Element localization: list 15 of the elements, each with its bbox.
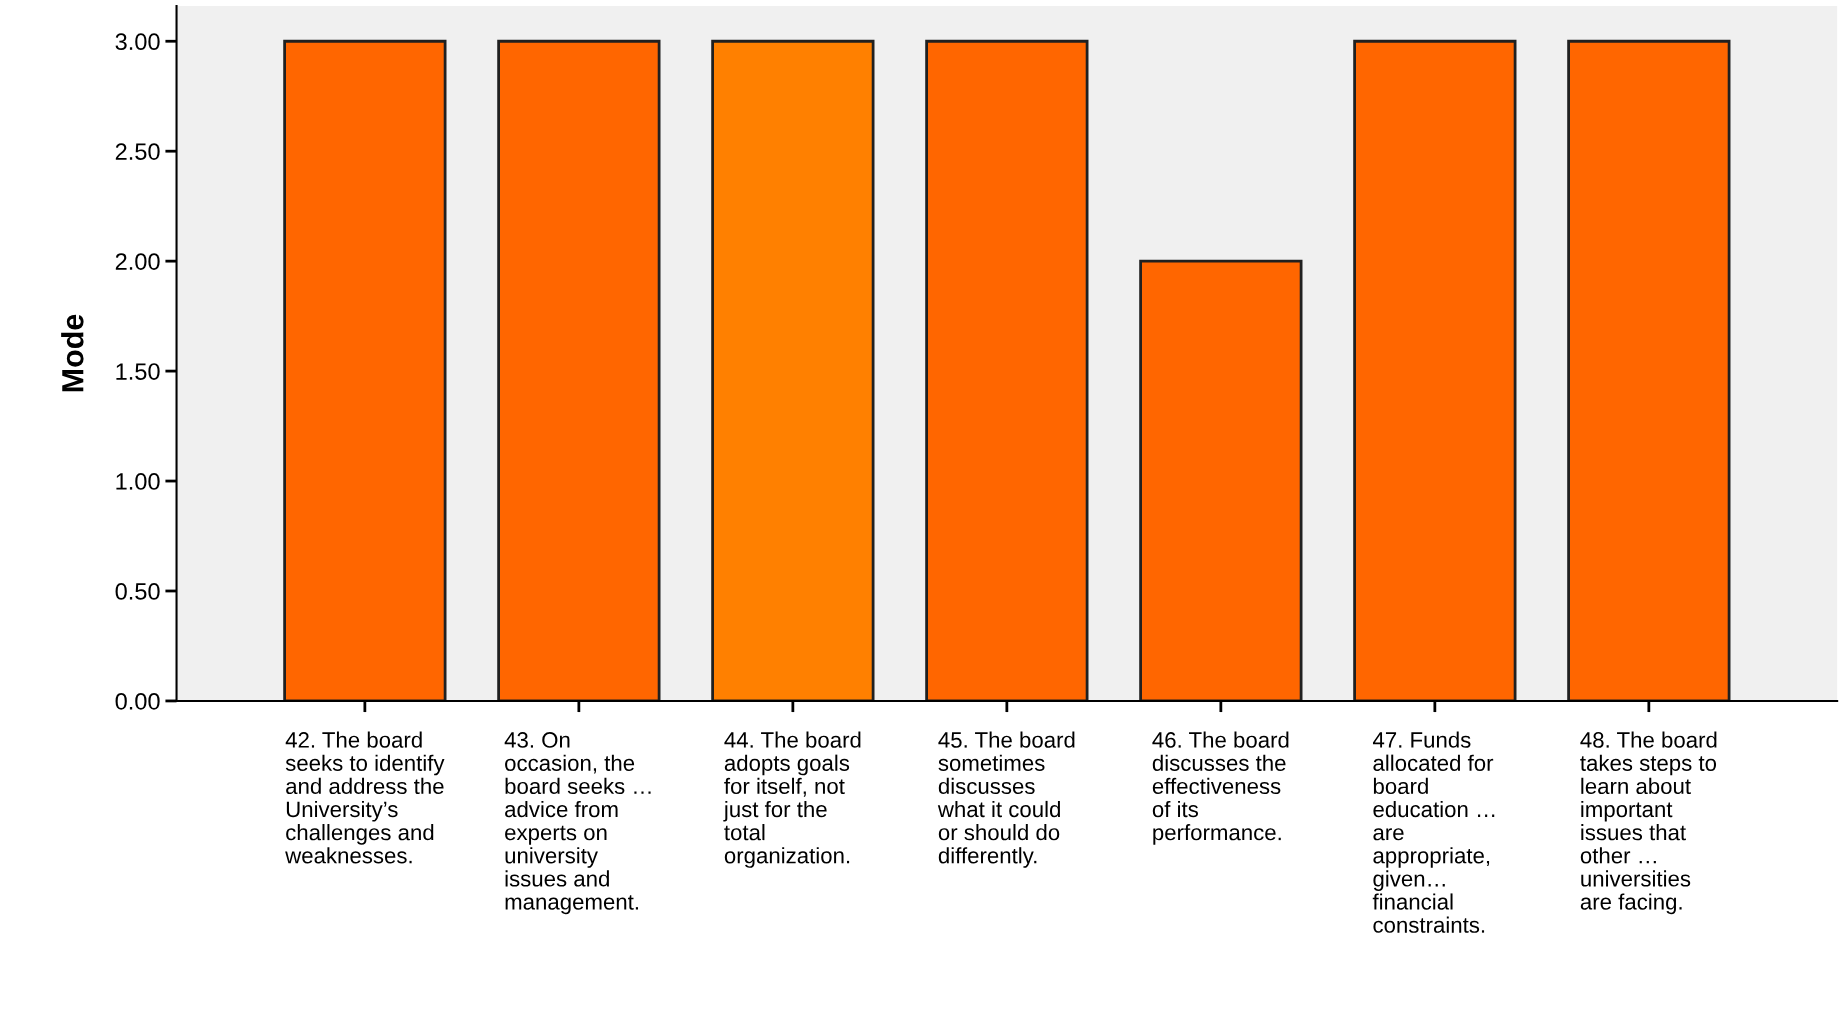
y-tick-label: 2.00 <box>115 253 160 270</box>
y-axis-title: Mode <box>61 314 84 392</box>
y-tick-label: 0.00 <box>115 693 160 710</box>
y-tick-label: 1.50 <box>116 363 160 380</box>
x-tick-label: 46. The board discusses the effectiveness of its performance. <box>1152 731 1289 845</box>
category-label: 47. Funds allocated for board education … are appropriate, given… financial constraints. <box>1372 731 1495 933</box>
y-tick-label: 2.50 <box>115 143 160 160</box>
x-tick-label: 44. The board adopts goals for itself, not just for the total organization. <box>723 731 861 868</box>
x-tick-label: 42. The board seeks to identify and address the University’s challenges and weaknesses. <box>285 731 445 864</box>
x-tick-label: 43. On occasion, the board seeks … advice from experts on university issues and management. <box>504 732 651 915</box>
y-tick-label: 1.00 <box>116 473 160 490</box>
y-tick-label: 0.50 <box>115 583 160 600</box>
x-tick-label: 48. The board takes steps to learn about important issues that other … universities are facing. <box>1580 731 1717 915</box>
x-tick-label: 45. The board sometimes discusses what it could or should do differently. <box>937 731 1075 868</box>
y-tick-label: 3.00 <box>115 33 160 51</box>
